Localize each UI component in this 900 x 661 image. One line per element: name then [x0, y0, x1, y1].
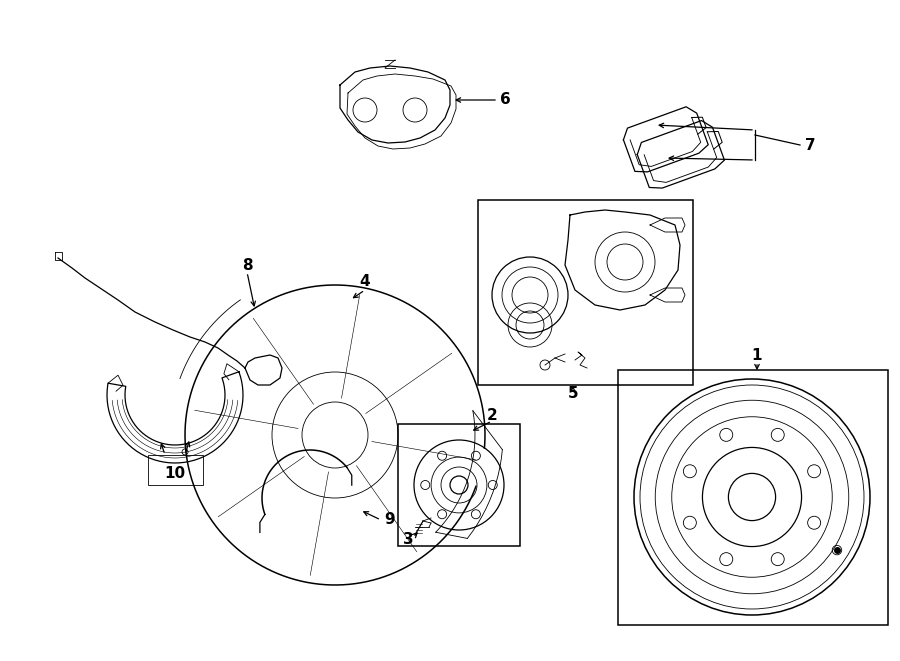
Bar: [618, 370, 888, 625]
Text: 7: 7: [805, 137, 815, 153]
Text: 1: 1: [752, 348, 762, 362]
Text: 3: 3: [402, 533, 413, 547]
Bar: [398, 424, 520, 546]
Text: 8: 8: [242, 258, 252, 272]
Text: 6: 6: [500, 93, 510, 108]
Bar: [478, 200, 693, 385]
Text: 2: 2: [487, 407, 498, 422]
Text: 5: 5: [568, 385, 579, 401]
Text: 9: 9: [384, 512, 395, 527]
Text: 10: 10: [165, 467, 185, 481]
Bar: [148, 455, 203, 485]
Text: 4: 4: [360, 274, 370, 290]
